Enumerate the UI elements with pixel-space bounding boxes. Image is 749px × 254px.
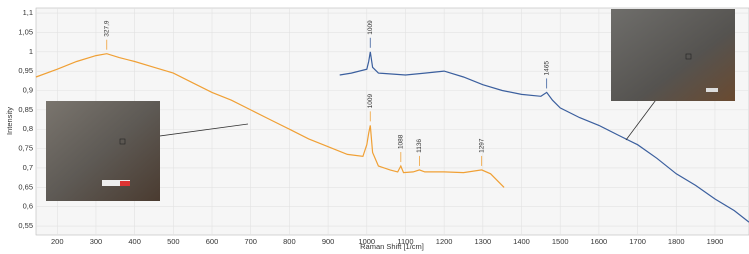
x-tick-label: 1100 [397,237,413,246]
y-tick-label: 0,85 [18,105,33,114]
chart: Intensity Raman Shift [1/cm] 0,550,60,65… [0,0,749,254]
y-tick-label: 1 [29,47,33,56]
peak-label: 1088 [398,134,405,149]
x-tick-label: 200 [51,237,64,246]
x-tick-label: 500 [167,237,180,246]
scale-bar [120,181,130,186]
x-tick-label: 1000 [358,237,375,246]
y-tick-label: 0,95 [18,66,33,75]
y-tick-label: 0,55 [18,221,33,230]
x-tick-label: 300 [90,237,103,246]
y-tick-label: 0,9 [23,85,33,94]
peak-label: 1136 [416,139,423,153]
peak-label: 1009 [367,20,374,35]
y-tick-label: 0,75 [18,144,33,153]
x-tick-label: 1600 [591,237,608,246]
x-tick-label: 1700 [629,237,646,246]
x-tick-label: 700 [244,237,257,246]
x-tick-label: 1200 [436,237,453,246]
y-tick-label: 1,05 [18,27,33,36]
x-tick-label: 1400 [513,237,530,246]
x-tick-label: 900 [322,237,335,246]
x-tick-label: 1800 [668,237,685,246]
scale-bar [706,88,718,92]
x-tick-label: 400 [128,237,141,246]
y-tick-label: 0,8 [23,124,33,133]
inset-photo [611,9,735,101]
x-tick-label: 1900 [707,237,724,246]
y-tick-label: 0,65 [18,182,33,191]
peak-label: 327,9 [103,20,110,37]
peak-label: 1297 [478,138,485,153]
y-tick-label: 1,1 [23,8,33,17]
y-tick-label: 0,6 [23,202,33,211]
peak-label: 1009 [367,94,374,109]
y-axis-label: Intensity [5,107,14,135]
x-tick-label: 1500 [552,237,569,246]
peak-label: 1465 [543,61,550,76]
y-tick-label: 0,7 [23,163,33,172]
x-tick-label: 800 [283,237,296,246]
x-tick-label: 1300 [474,237,491,246]
x-tick-label: 600 [206,237,219,246]
